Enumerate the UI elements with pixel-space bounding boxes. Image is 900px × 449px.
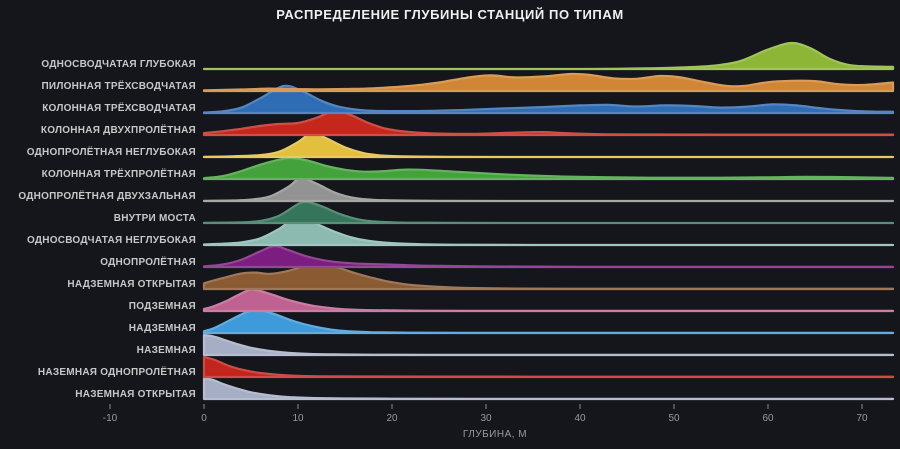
series-label-1: ПИЛОННАЯ ТРЁХСВОДЧАТАЯ [41,79,196,92]
series-area-15 [202,376,895,401]
x-tick-label: 70 [856,413,868,424]
series-label-10: НАДЗЕМНАЯ ОТКРЫТАЯ [67,279,196,290]
series-area-5 [202,156,895,181]
series-label-15: НАЗЕМНАЯ ОТКРЫТАЯ [75,389,196,400]
series-label-11: ПОДЗЕМНАЯ [129,301,196,312]
x-tick-label: 50 [668,413,680,424]
series-area-7 [202,200,895,225]
series-area-8 [202,216,895,247]
series-area-9 [202,244,895,269]
series-label-0: ОДНОСВОДЧАТАЯ ГЛУБОКАЯ [41,59,196,70]
chart-title: РАСПРЕДЕЛЕНИЕ ГЛУБИНЫ СТАНЦИЙ ПО ТИПАМ [276,7,624,22]
series-area-14 [202,355,895,379]
series-label-5: КОЛОННАЯ ТРЁХПРОЛЁТНАЯ [42,167,196,180]
series-area-4 [202,131,895,159]
x-axis-title: ГЛУБИНА, М [463,429,527,440]
x-tick-label: 10 [292,413,304,424]
x-tick-label: 60 [762,413,774,424]
series-label-4: ОДНОПРОЛЁТНАЯ НЕГЛУБОКАЯ [27,145,196,158]
series-area-10 [202,261,895,291]
series-area-12 [202,308,895,335]
x-tick-label: -10 [103,413,118,424]
x-tick-label: 20 [386,413,398,424]
series-label-13: НАЗЕМНАЯ [137,345,196,356]
x-tick-label: 0 [201,413,207,424]
series-area-13 [202,333,895,357]
x-tick-label: 40 [574,413,586,424]
series-label-14: НАЗЕМНАЯ ОДНОПРОЛЁТНАЯ [38,365,196,378]
series-label-8: ОДНОСВОДЧАТАЯ НЕГЛУБОКАЯ [27,235,196,246]
series-area-6 [202,176,895,203]
series-label-9: ОДНОПРОЛЁТНАЯ [100,255,196,268]
series-area-1 [202,72,895,93]
series-label-3: КОЛОННАЯ ДВУХПРОЛЁТНАЯ [41,123,196,136]
series-label-2: КОЛОННАЯ ТРЁХСВОДЧАТАЯ [42,101,196,114]
series-area-3 [202,109,895,137]
series-area-11 [202,288,895,313]
series-label-7: ВНУТРИ МОСТА [114,213,196,224]
series-label-6: ОДНОПРОЛЁТНАЯ ДВУХЗАЛЬНАЯ [18,189,196,202]
series-area-0 [202,41,895,71]
x-tick-label: 30 [480,413,492,424]
series-label-12: НАДЗЕМНАЯ [129,323,196,334]
series-area-2 [202,84,895,115]
